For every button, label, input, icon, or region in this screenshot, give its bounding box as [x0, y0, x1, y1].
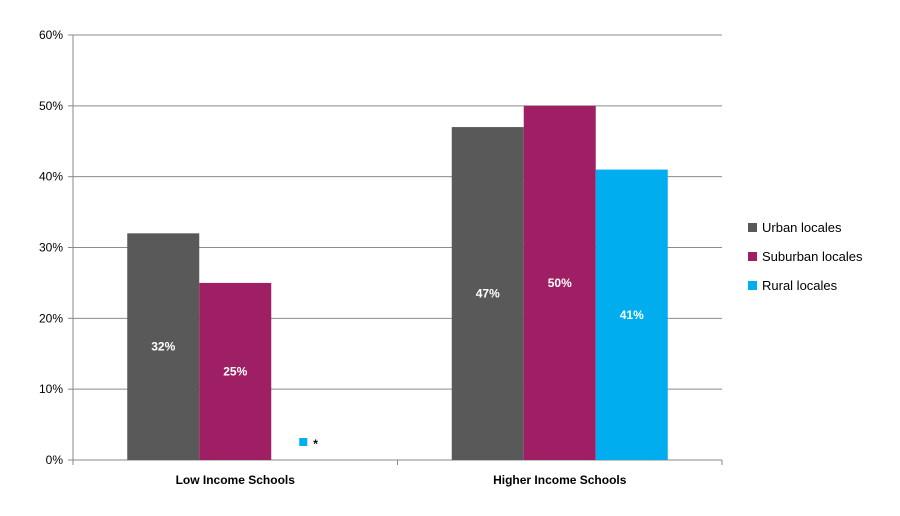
bar [595, 169, 668, 461]
bar [127, 233, 200, 460]
bar-missing-marker [299, 438, 308, 446]
data-label: 32% [151, 340, 175, 354]
bar [451, 127, 524, 460]
y-tick-label: 30% [39, 241, 63, 255]
y-tick-label: 20% [39, 311, 63, 325]
y-tick-label: 60% [39, 28, 63, 42]
legend-label: Suburban locales [762, 249, 863, 264]
data-label: 47% [476, 287, 500, 301]
x-tick-label: Higher Income Schools [493, 473, 627, 487]
legend-swatch [748, 281, 757, 290]
y-tick-label: 0% [46, 453, 64, 467]
y-tick-label: 50% [39, 99, 63, 113]
x-tick-label: Low Income Schools [176, 473, 296, 487]
legend-label: Rural locales [762, 278, 838, 293]
bar [199, 282, 272, 460]
y-tick-label: 10% [39, 382, 63, 396]
data-label: 50% [548, 276, 572, 290]
data-label: 25% [223, 364, 247, 378]
y-tick-label: 40% [39, 170, 63, 184]
data-label: 41% [620, 308, 644, 322]
bar [523, 105, 596, 460]
legend-swatch [748, 223, 757, 232]
legend-label: Urban locales [762, 220, 842, 235]
data-label: * [313, 437, 318, 451]
legend-swatch [748, 252, 757, 261]
